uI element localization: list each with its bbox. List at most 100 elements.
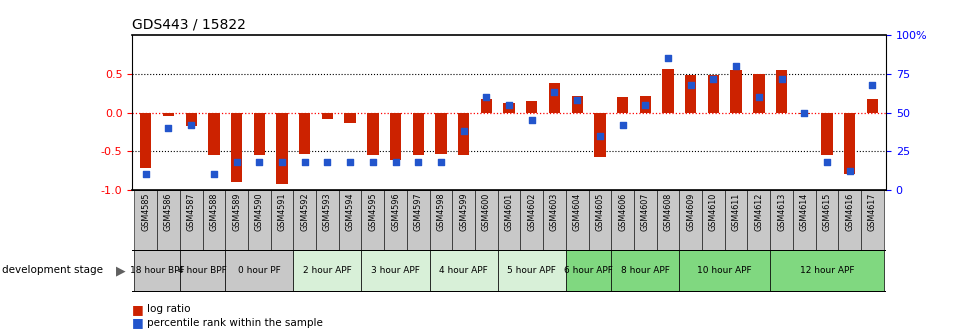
Bar xyxy=(776,70,786,113)
Text: GSM4612: GSM4612 xyxy=(754,193,763,231)
Text: 0 hour PF: 0 hour PF xyxy=(238,266,281,275)
Point xyxy=(478,94,494,100)
Bar xyxy=(202,190,225,250)
Text: GSM4610: GSM4610 xyxy=(708,193,717,231)
Point xyxy=(183,122,199,128)
Point xyxy=(501,102,516,108)
Text: GSM4594: GSM4594 xyxy=(345,193,354,232)
Point xyxy=(796,110,812,115)
Bar xyxy=(724,190,747,250)
Text: GSM4614: GSM4614 xyxy=(799,193,808,231)
Point xyxy=(773,76,788,81)
Bar xyxy=(474,190,497,250)
Text: 8 hour APF: 8 hour APF xyxy=(620,266,669,275)
Text: GSM4596: GSM4596 xyxy=(390,193,400,232)
Text: GSM4598: GSM4598 xyxy=(436,193,445,232)
Bar xyxy=(367,113,378,155)
Text: GSM4595: GSM4595 xyxy=(368,193,377,232)
Text: GSM4607: GSM4607 xyxy=(641,193,649,231)
Point xyxy=(229,159,244,165)
Text: GSM4600: GSM4600 xyxy=(481,193,490,231)
Bar xyxy=(225,250,293,291)
Bar xyxy=(383,190,407,250)
Bar xyxy=(610,190,634,250)
Bar xyxy=(747,190,770,250)
Bar xyxy=(134,190,157,250)
Bar xyxy=(503,102,514,113)
Point xyxy=(546,90,561,95)
Bar xyxy=(140,113,152,168)
Text: GSM4585: GSM4585 xyxy=(141,193,151,232)
Text: 5 hour APF: 5 hour APF xyxy=(507,266,556,275)
Bar xyxy=(821,113,831,155)
Bar xyxy=(225,190,247,250)
Text: GSM4603: GSM4603 xyxy=(550,193,558,231)
Text: ■: ■ xyxy=(132,316,144,329)
Point xyxy=(387,159,403,165)
Bar xyxy=(837,190,860,250)
Text: 10 hour APF: 10 hour APF xyxy=(696,266,751,275)
Text: log ratio: log ratio xyxy=(147,304,190,314)
Point xyxy=(728,64,743,69)
Text: GSM4605: GSM4605 xyxy=(595,193,603,231)
Text: GSM4586: GSM4586 xyxy=(164,193,173,231)
Point xyxy=(841,169,857,174)
Bar xyxy=(293,190,316,250)
Bar xyxy=(798,113,809,114)
Bar xyxy=(458,113,468,155)
Bar xyxy=(662,69,673,113)
Text: GSM4611: GSM4611 xyxy=(731,193,740,231)
Text: ▶: ▶ xyxy=(115,264,125,277)
Point xyxy=(569,97,585,103)
Text: ■: ■ xyxy=(132,303,144,316)
Bar xyxy=(162,113,174,117)
Text: GSM4604: GSM4604 xyxy=(572,193,581,231)
Text: GSM4602: GSM4602 xyxy=(527,193,536,231)
Bar xyxy=(361,190,383,250)
Bar xyxy=(344,113,355,123)
Bar xyxy=(247,190,270,250)
Bar xyxy=(679,190,701,250)
Bar xyxy=(843,113,855,174)
Bar xyxy=(412,113,423,155)
Bar xyxy=(792,190,815,250)
Bar xyxy=(565,250,610,291)
Point xyxy=(659,56,675,61)
Bar xyxy=(435,113,446,154)
Bar xyxy=(338,190,361,250)
Bar xyxy=(639,95,650,113)
Bar xyxy=(180,250,225,291)
Bar xyxy=(253,113,265,155)
Text: GSM4592: GSM4592 xyxy=(300,193,309,232)
Point xyxy=(819,159,834,165)
Text: GSM4615: GSM4615 xyxy=(822,193,830,231)
Text: development stage: development stage xyxy=(2,265,103,276)
Bar xyxy=(866,99,877,113)
Bar xyxy=(770,190,792,250)
Text: GSM4606: GSM4606 xyxy=(617,193,627,231)
Bar xyxy=(594,113,605,157)
Bar xyxy=(298,113,310,154)
Point xyxy=(864,82,879,87)
Bar xyxy=(293,250,361,291)
Text: 4 hour BPF: 4 hour BPF xyxy=(178,266,227,275)
Bar xyxy=(634,190,656,250)
Bar xyxy=(134,250,180,291)
Text: GSM4587: GSM4587 xyxy=(187,193,196,232)
Text: GSM4616: GSM4616 xyxy=(844,193,853,231)
Point xyxy=(205,172,221,177)
Point xyxy=(750,94,766,100)
Text: GSM4589: GSM4589 xyxy=(232,193,241,232)
Text: GSM4599: GSM4599 xyxy=(459,193,467,232)
Text: GSM4588: GSM4588 xyxy=(209,193,218,231)
Bar xyxy=(815,190,837,250)
Text: GSM4593: GSM4593 xyxy=(323,193,332,232)
Bar xyxy=(571,95,582,113)
Text: GSM4617: GSM4617 xyxy=(867,193,876,231)
Bar xyxy=(480,99,492,113)
Point xyxy=(683,82,698,87)
Point xyxy=(523,118,539,123)
Text: 3 hour APF: 3 hour APF xyxy=(371,266,420,275)
Text: GDS443 / 15822: GDS443 / 15822 xyxy=(132,18,245,32)
Text: GSM4613: GSM4613 xyxy=(777,193,785,231)
